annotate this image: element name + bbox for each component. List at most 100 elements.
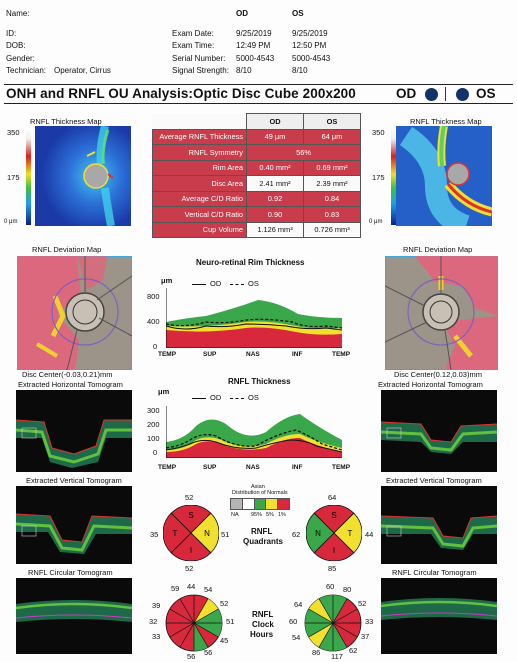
os-deviation-map-label: RNFL Deviation Map — [403, 245, 473, 254]
title-od: OD — [396, 86, 417, 101]
param-od-value: 49 μm — [246, 128, 304, 145]
od-vertical-tomogram — [16, 486, 132, 564]
od-scale-top: 350 — [7, 128, 20, 137]
os-rnfl-thickness-map — [396, 126, 492, 226]
technician-label: Technician: — [6, 66, 47, 75]
rim-chart-title: Neuro-retinal Rim Thickness — [196, 258, 305, 267]
rim-ytick-1: 400 — [147, 317, 160, 326]
svg-text:T: T — [173, 529, 178, 538]
legend-label-na: NA — [231, 512, 239, 518]
od-quadrant-inferior — [170, 532, 212, 561]
rnfl-xtick-1: SUP — [203, 464, 217, 471]
od-clock-value-3: 51 — [226, 617, 235, 626]
rim-legend-os-swatch — [230, 284, 244, 285]
od-horizontal-tomogram — [16, 390, 132, 472]
os-quadrant-s-value: 64 — [328, 493, 337, 502]
param-name: Average C/D Ratio — [152, 190, 247, 207]
os-exam-time: 12:50 PM — [292, 41, 327, 50]
signal-strength-label: Signal Strength: — [172, 66, 229, 75]
os-thickness-map-label: RNFL Thickness Map — [410, 117, 482, 126]
os-scale-top: 350 — [372, 128, 385, 137]
os-clock-value-4: 37 — [361, 632, 370, 641]
od-clock-value-1: 54 — [204, 585, 213, 594]
od-clock-hours-chart — [165, 594, 223, 652]
param-os-value: 0.84 — [303, 190, 361, 207]
os-quadrant-superior — [313, 505, 355, 534]
legend-label-1: 1% — [278, 512, 286, 518]
rim-os-line — [166, 318, 342, 329]
os-clock-value-2: 52 — [358, 599, 367, 608]
param-name: Average RNFL Thickness — [152, 128, 247, 145]
svg-text:S: S — [188, 511, 193, 520]
os-clock-value-9: 60 — [289, 617, 298, 626]
rnfl-xtick-0: TEMP — [158, 464, 177, 471]
params-row-average-rnfl: Average RNFL Thickness 49 μm 64 μm — [152, 128, 361, 145]
parameters-table: OD OS Average RNFL Thickness 49 μm 64 μm… — [152, 113, 361, 238]
legend-label-5: 5% — [266, 512, 274, 518]
os-scale-mid: 175 — [372, 173, 385, 182]
param-od-value: 2.41 mm² — [246, 175, 304, 192]
os-scale-bottom: 0 μm — [369, 219, 383, 225]
os-serial: 5000-4543 — [292, 54, 331, 63]
od-deviation-map — [17, 256, 132, 370]
os-clock-value-12: 60 — [326, 582, 335, 591]
legend-swatch-green — [254, 499, 267, 509]
od-vertical-tomogram-label: Extracted Vertical Tomogram — [26, 476, 122, 485]
rim-chart-unit: μm — [161, 276, 173, 285]
od-clock-value-9: 32 — [149, 617, 158, 626]
rim-legend-os: OS — [248, 279, 259, 288]
technician-value: Operator, Cirrus — [54, 66, 111, 75]
od-quadrant-chart: S N I T — [163, 505, 219, 561]
param-os-value: 2.39 mm² — [303, 175, 361, 192]
legend-swatch-yellow — [266, 499, 279, 509]
os-horizontal-tomogram — [381, 390, 497, 472]
os-deviation-map — [385, 256, 498, 370]
name-label: Name: — [6, 9, 30, 18]
od-quadrant-nasal — [190, 512, 219, 554]
od-deviation-map-label: RNFL Deviation Map — [32, 245, 102, 254]
os-clock-value-3: 33 — [365, 617, 374, 626]
param-od-value: 0.92 — [246, 190, 304, 207]
rim-xtick-1: SUP — [203, 351, 217, 358]
param-name: RNFL Symmetry — [152, 144, 247, 161]
od-disc-center: Disc Center(-0.03,0.21)mm — [22, 370, 113, 379]
od-quadrant-i-value: 52 — [185, 564, 194, 573]
dob-label: DOB: — [6, 41, 26, 50]
os-horizontal-tomogram-label: Extracted Horizontal Tomogram — [378, 380, 483, 389]
rnfl-ytick-3: 0 — [153, 448, 158, 457]
param-od-value: 1.126 mm³ — [246, 221, 304, 238]
os-quadrant-i-value: 85 — [328, 564, 337, 573]
param-name: Cup Volume — [152, 221, 247, 238]
svg-text:S: S — [331, 511, 336, 520]
os-clock-hours-chart — [304, 594, 362, 652]
param-os-value: 0.69 mm² — [303, 159, 361, 176]
od-exam-date: 9/25/2019 — [236, 29, 272, 38]
legend-title-1: Asian — [251, 484, 265, 490]
os-clock-value-8: 54 — [292, 633, 301, 642]
od-clock-value-6: 56 — [187, 652, 196, 661]
svg-text:N: N — [315, 529, 321, 538]
quadrants-label-2: Quadrants — [243, 537, 284, 546]
param-name: Vertical C/D Ratio — [152, 206, 247, 223]
svg-text:I: I — [333, 546, 335, 555]
report-title-bar: ONH and RNFL OU Analysis:Optic Disc Cube… — [4, 84, 513, 104]
od-circular-tomogram — [16, 578, 132, 654]
os-quadrant-t-value: 44 — [365, 530, 374, 539]
od-clock-value-5: 56 — [204, 648, 213, 657]
rim-thickness-chart — [166, 288, 342, 348]
os-clock-value-6: 117 — [331, 652, 343, 661]
legend-title-2: Distribution of Normals — [232, 490, 288, 496]
param-od-value: 0.90 — [246, 206, 304, 223]
od-exam-time: 12:49 PM — [236, 41, 271, 50]
quadrants-label-1: RNFL — [251, 527, 273, 536]
rim-legend-od-swatch — [192, 284, 206, 285]
header-od: OD — [236, 9, 248, 18]
param-os-value: 64 μm — [303, 128, 361, 145]
rim-ytick-2: 0 — [153, 342, 158, 351]
od-eye-dot-icon — [425, 88, 438, 101]
svg-text:I: I — [190, 546, 192, 555]
os-quadrant-n-value: 62 — [292, 530, 301, 539]
rnfl-ytick-2: 100 — [147, 434, 160, 443]
od-clock-value-2: 52 — [220, 599, 229, 608]
clock-label-2: Clock — [252, 620, 274, 629]
